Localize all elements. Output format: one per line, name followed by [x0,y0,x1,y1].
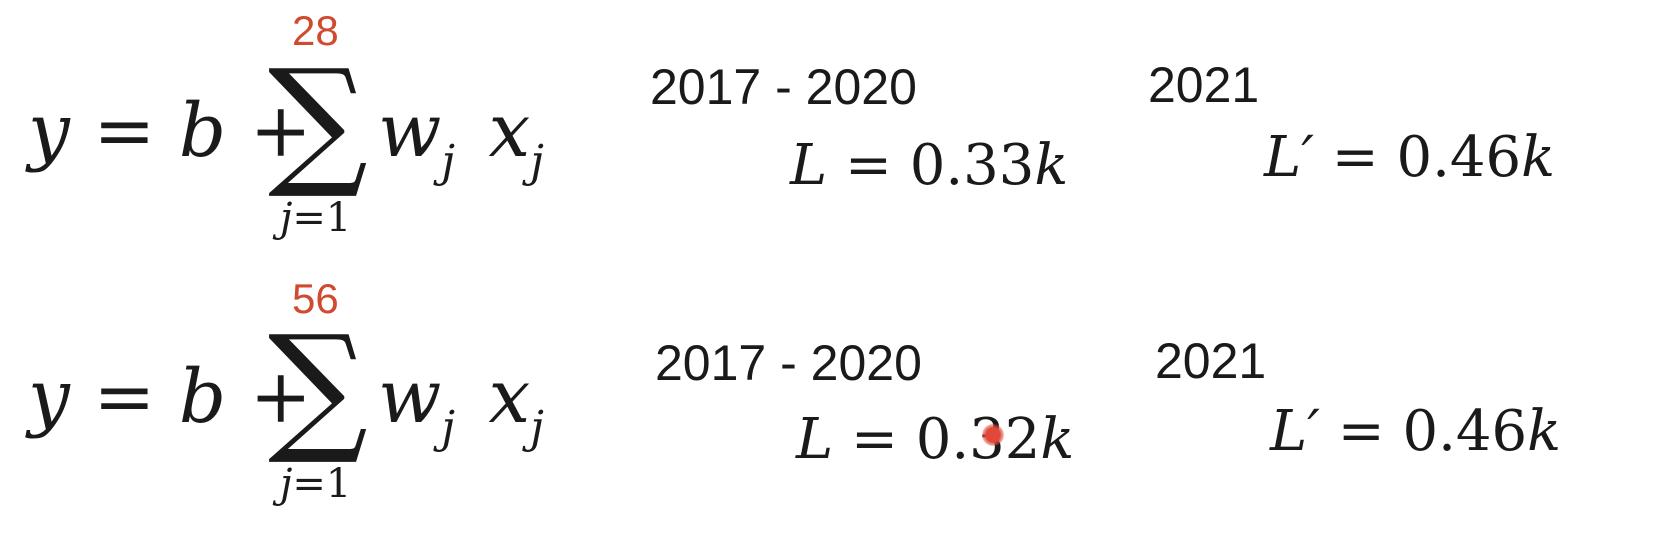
train-years-label: 2017 - 2020 [650,59,917,115]
summation-icon: ∑ [268,40,368,203]
sum-lower-limit: j=1 [280,195,352,241]
train-years-label: 2017 - 2020 [655,335,922,391]
equation-1-terms: wj xj [378,94,544,184]
test-year-label: 2021 [1148,57,1260,113]
var-w: w [378,88,442,174]
summation-icon: ∑ [268,306,368,469]
subscript-j: j [530,136,544,187]
var-y: y [28,88,70,174]
train-loss: L = 0.33k [790,133,1069,198]
var-b: b [178,354,227,440]
var-w: w [378,354,442,440]
var-b: b [178,88,227,174]
plus-sign: + [249,88,312,174]
test-loss: L′ = 0.46k [1270,399,1562,464]
test-year-label: 2021 [1155,333,1267,389]
sum-lower-limit: j=1 [280,461,352,507]
test-loss: L′ = 0.46k [1264,125,1556,190]
equation-2-terms: wj xj [378,360,544,450]
train-loss: L = 0.32k [796,407,1075,472]
sum-upper-limit: 56 [292,275,339,322]
var-y: y [28,354,70,440]
var-x: x [488,354,531,440]
cursor-pointer-icon [982,424,1004,446]
equals-sign: = [93,354,156,440]
equals-sign: = [93,88,156,174]
plus-sign: + [249,354,312,440]
equation-2-lhs: y = b + [28,360,312,434]
equation-1-lhs: y = b + [28,94,312,168]
sum-upper-limit: 28 [292,7,339,54]
subscript-j: j [441,402,455,453]
var-x: x [488,88,531,174]
subscript-j: j [441,136,455,187]
subscript-j: j [530,402,544,453]
